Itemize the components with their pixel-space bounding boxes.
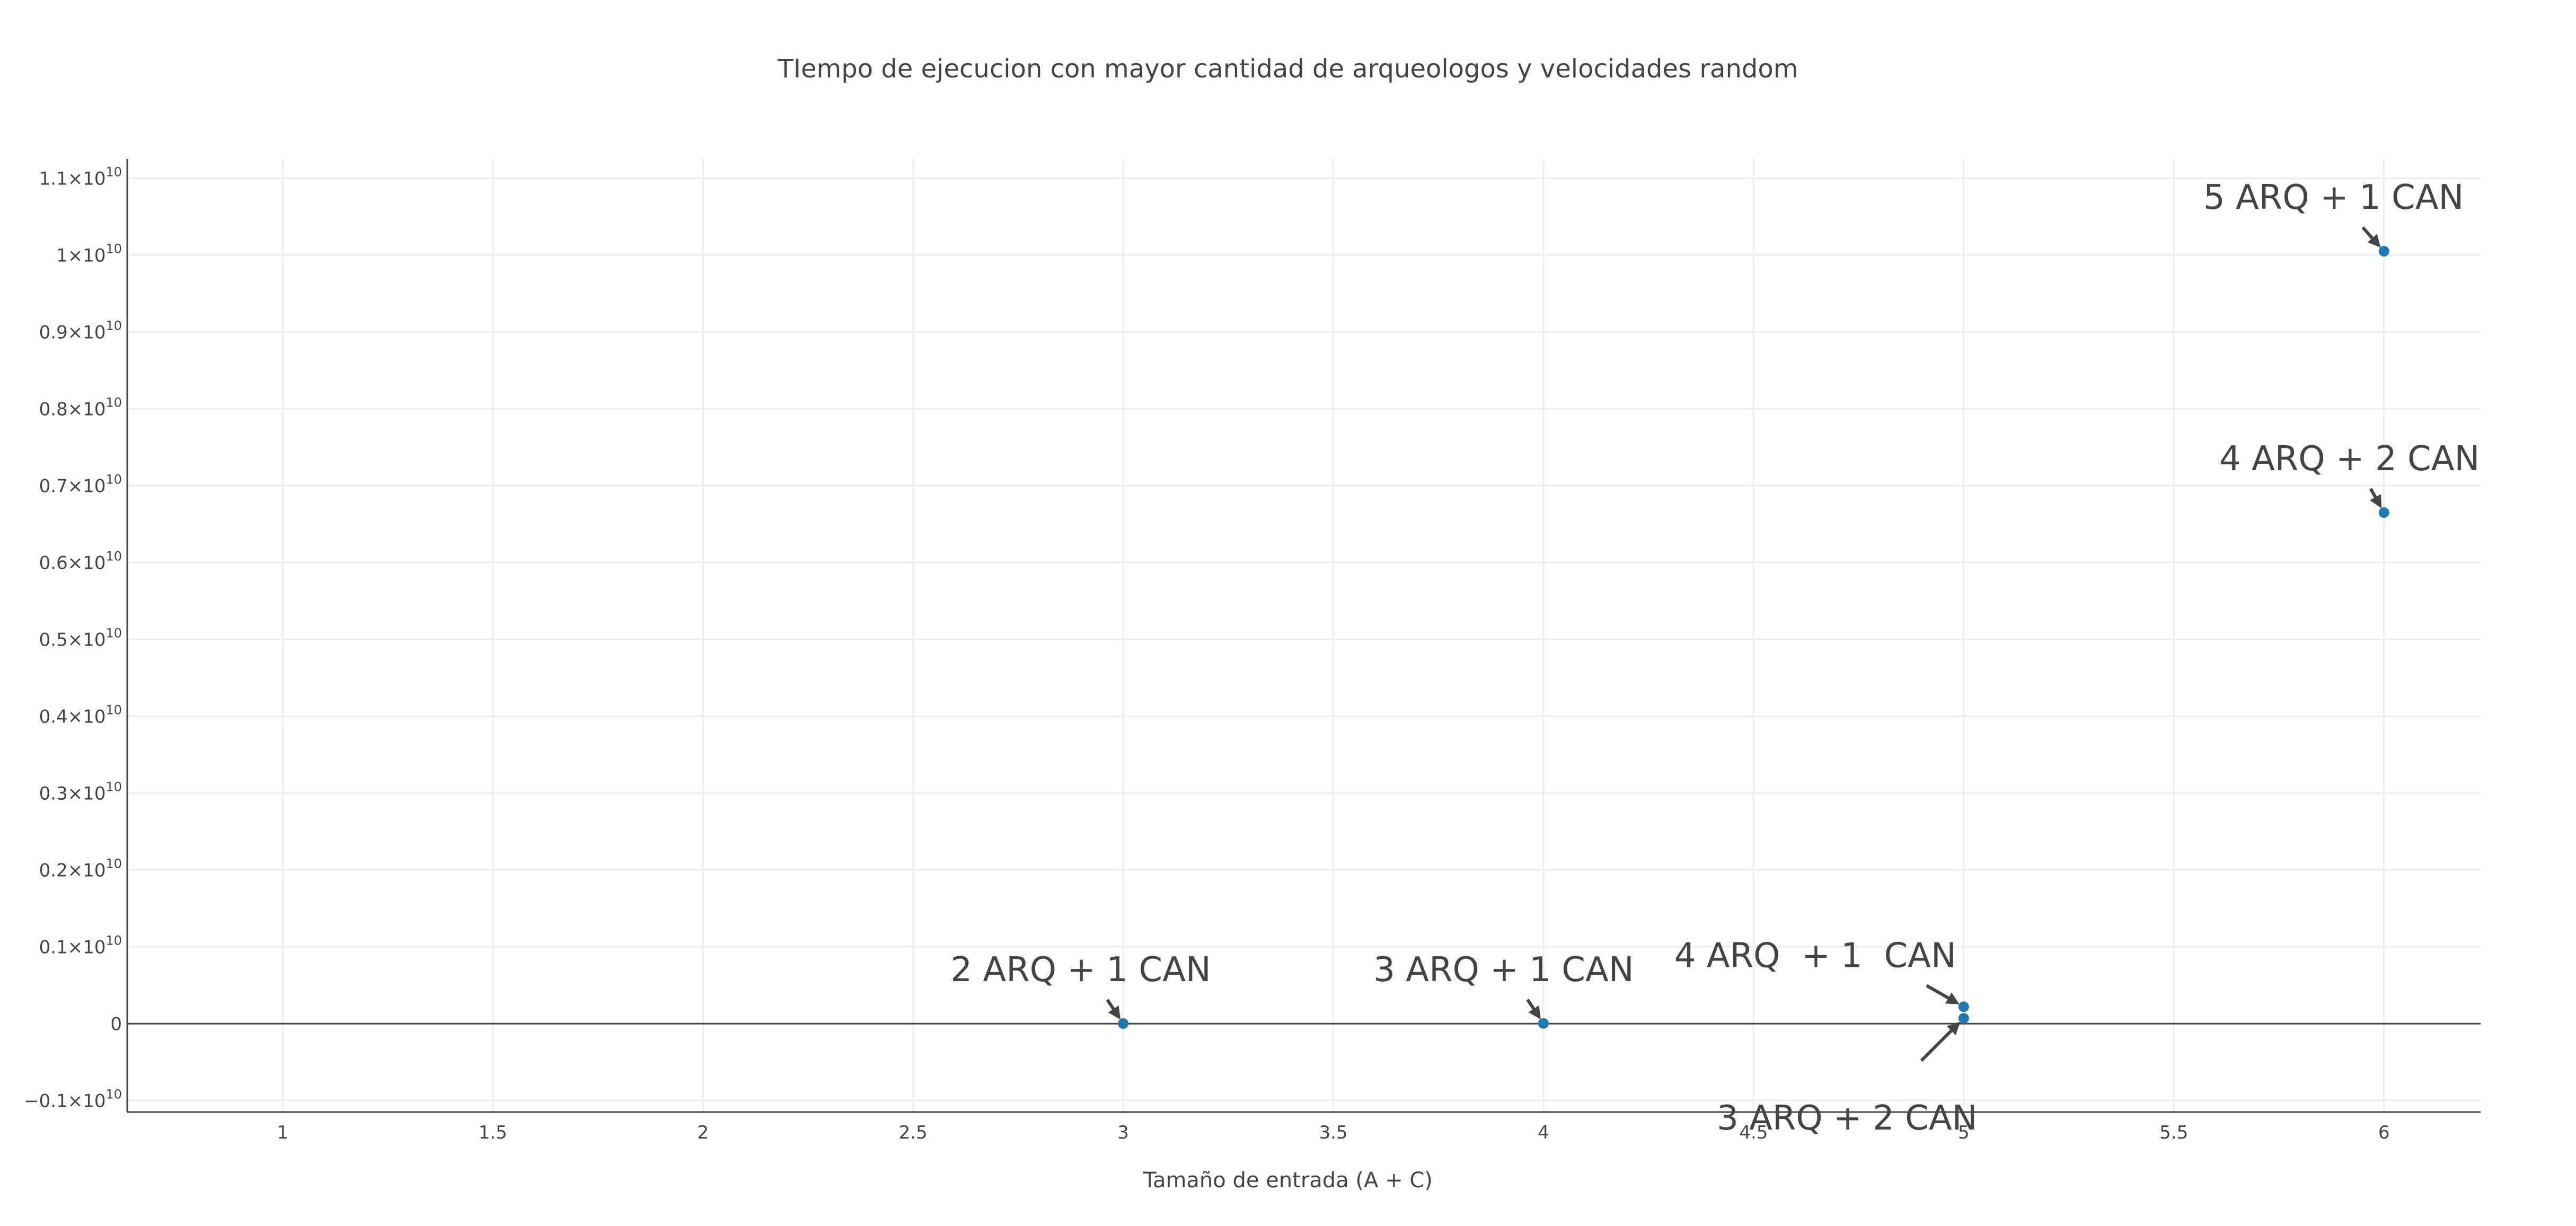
- data-point: [1958, 1001, 1969, 1012]
- y-tick-label: 0: [110, 1013, 122, 1035]
- x-tick-label: 5: [1958, 1122, 1970, 1143]
- y-tick-label: 0.9×1010: [39, 318, 122, 343]
- annotation-label: 5 ARQ + 1 CAN: [2203, 178, 2464, 217]
- x-tick-label: 3: [1117, 1122, 1129, 1143]
- data-point: [2378, 246, 2389, 257]
- data-point: [2378, 507, 2389, 518]
- annotation-label: 4 ARQ + 2 CAN: [2219, 439, 2480, 479]
- data-point: [1538, 1018, 1549, 1029]
- data-point: [1118, 1018, 1129, 1029]
- x-tick-label: 3.5: [1319, 1122, 1347, 1143]
- annotation-label: 3 ARQ + 2 CAN: [1717, 1099, 1977, 1138]
- x-tick-label: 2: [697, 1122, 709, 1143]
- y-tick-label: 1.1×1010: [39, 164, 122, 189]
- annotation-label: 4 ARQ + 1 CAN: [1674, 936, 1956, 975]
- y-tick-label: 0.6×1010: [39, 549, 122, 574]
- y-tick-label: 0.5×1010: [39, 625, 122, 650]
- axes: [126, 159, 2481, 1113]
- annotation-label: 3 ARQ + 1 CAN: [1373, 950, 1634, 990]
- annotation-arrow: [2369, 488, 2382, 508]
- x-tick-label: 6: [2378, 1122, 2390, 1143]
- annotation-arrow: [2361, 226, 2381, 248]
- annotation-arrow: [1526, 999, 1541, 1020]
- y-tick-label: −0.1×1010: [24, 1087, 122, 1112]
- y-tick-label: 0.1×1010: [39, 933, 122, 958]
- x-tick-label: 1: [277, 1122, 289, 1143]
- data-point: [1958, 1013, 1969, 1024]
- x-tick-label: 4: [1538, 1122, 1549, 1143]
- y-tick-label: 0.4×1010: [39, 702, 122, 727]
- x-tick-label: 1.5: [479, 1122, 507, 1143]
- x-tick-label: 5.5: [2159, 1122, 2188, 1143]
- annotations: 2 ARQ + 1 CAN 3 ARQ + 1 CAN 4 ARQ + 1 CAN 3…: [950, 178, 2480, 1138]
- annotation-arrow: [1106, 999, 1121, 1020]
- y-tick-label: 0.2×1010: [39, 856, 122, 881]
- chart-title: TIempo de ejecucion con mayor cantidad d…: [778, 54, 1798, 84]
- annotation-label: 2 ARQ + 1 CAN: [950, 950, 1211, 990]
- annotation-arrow: [1926, 984, 1960, 1005]
- annotation-arrow: [1920, 1021, 1961, 1062]
- x-tick-label: 4.5: [1739, 1122, 1768, 1143]
- y-tick-label: 0.8×1010: [39, 395, 122, 420]
- y-tick-label: 1×1010: [56, 241, 122, 266]
- data-points: [1118, 246, 2389, 1029]
- tick-labels: 1 1.5 2 2.5 3 3.5 4 4.5 5 5.5 6 −0.1×1010 0 0.1×1010 0…: [24, 164, 2389, 1143]
- y-tick-label: 0.7×1010: [39, 472, 122, 497]
- x-axis-title: Tamaño de entrada (A + C): [1143, 1168, 1433, 1193]
- x-tick-label: 2.5: [899, 1122, 928, 1143]
- grid: [127, 159, 2481, 1112]
- y-tick-label: 0.3×1010: [39, 779, 122, 804]
